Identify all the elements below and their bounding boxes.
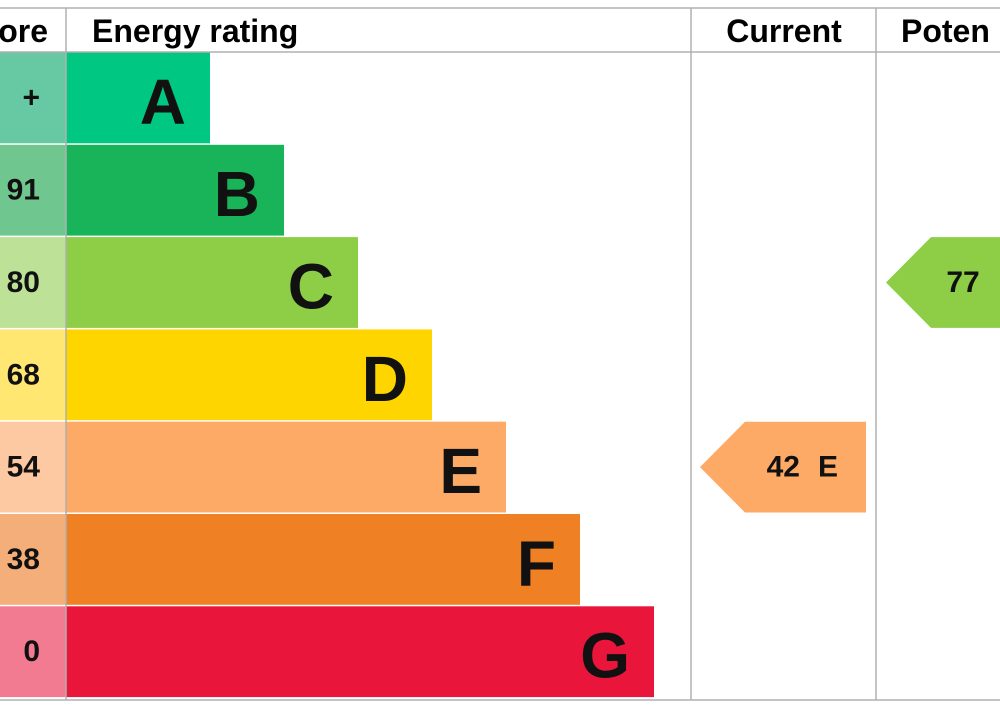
potential-header: Poten: [901, 13, 990, 49]
score-cell: [0, 606, 66, 698]
band-bar: [66, 606, 654, 698]
score-range: 68: [7, 358, 40, 391]
band-bar: [66, 144, 284, 236]
score-range: 91: [7, 174, 40, 207]
score-header: ore: [0, 13, 48, 49]
score-range: 0: [23, 635, 40, 668]
score-label-group: 54: [7, 451, 41, 484]
score-label-group: 0: [23, 635, 40, 668]
score-label-group: 38: [7, 543, 40, 576]
current-value: 42: [767, 451, 800, 484]
bands: [0, 52, 654, 698]
band-letter: D: [362, 343, 408, 415]
band-letter: F: [517, 527, 556, 599]
band-bar: [66, 514, 580, 605]
current-header: Current: [726, 13, 842, 49]
grid: [0, 7, 1000, 701]
band-bar: [66, 52, 210, 144]
band-letter: G: [580, 620, 630, 692]
score-range: 80: [7, 266, 40, 299]
potential-arrow: [886, 237, 1000, 328]
band-letter: C: [288, 251, 334, 323]
score-label-group: 68: [7, 358, 40, 391]
score-cell: [0, 144, 66, 236]
score-cell: [0, 421, 66, 513]
score-cell: [0, 329, 66, 421]
current-letter: E: [818, 451, 838, 484]
potential-value: 77: [946, 266, 979, 299]
score-cell: [0, 237, 66, 328]
band-letter: B: [214, 158, 260, 230]
band-bar: [66, 421, 506, 513]
band-letter: E: [439, 435, 482, 507]
score-label-group: 91: [7, 174, 40, 207]
current-arrow: [700, 421, 866, 513]
band-bar: [66, 329, 432, 421]
score-range: 54: [7, 451, 41, 484]
score-label-group: 80: [7, 266, 40, 299]
score-range: +: [22, 81, 40, 114]
score-cell: [0, 52, 66, 144]
rating-header: Energy rating: [92, 13, 298, 49]
score-range: 38: [7, 543, 40, 576]
band-letter: A: [140, 66, 186, 138]
score-cell: [0, 514, 66, 605]
score-label-group: +: [22, 81, 40, 114]
band-bar: [66, 237, 358, 328]
